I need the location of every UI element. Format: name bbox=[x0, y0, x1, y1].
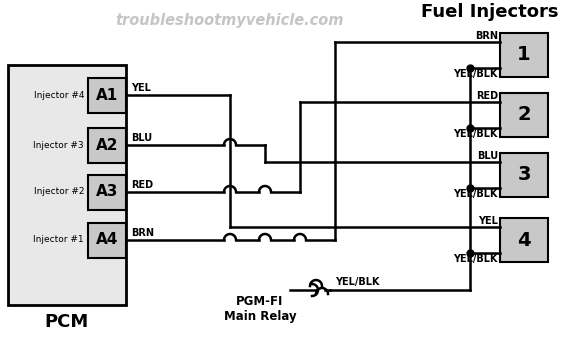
Bar bbox=[88, 223, 126, 258]
Bar bbox=[500, 153, 548, 197]
Text: BLU: BLU bbox=[477, 151, 498, 161]
Text: Injector #1: Injector #1 bbox=[34, 236, 84, 245]
Bar bbox=[500, 93, 548, 137]
Text: 2: 2 bbox=[517, 105, 531, 125]
Text: 3: 3 bbox=[517, 166, 531, 184]
Text: YEL: YEL bbox=[478, 216, 498, 226]
Text: Fuel Injectors: Fuel Injectors bbox=[421, 3, 559, 21]
Text: RED: RED bbox=[476, 91, 498, 101]
Text: Injector #2: Injector #2 bbox=[34, 188, 84, 196]
Bar bbox=[88, 127, 126, 162]
Text: 1: 1 bbox=[517, 46, 531, 64]
Text: Injector #4: Injector #4 bbox=[34, 91, 84, 99]
Text: 4: 4 bbox=[517, 231, 531, 250]
Text: YEL/BLK: YEL/BLK bbox=[454, 129, 498, 139]
Text: troubleshootmyvehicle.com: troubleshootmyvehicle.com bbox=[116, 13, 345, 28]
Text: A2: A2 bbox=[96, 138, 118, 153]
Bar bbox=[88, 77, 126, 112]
Text: A1: A1 bbox=[96, 88, 118, 103]
Text: YEL/BLK: YEL/BLK bbox=[335, 277, 379, 287]
Bar bbox=[88, 175, 126, 210]
Text: BLU: BLU bbox=[131, 133, 152, 143]
Bar bbox=[500, 218, 548, 262]
Text: PCM: PCM bbox=[45, 313, 89, 331]
Text: YEL/BLK: YEL/BLK bbox=[454, 254, 498, 264]
Text: YEL/BLK: YEL/BLK bbox=[454, 69, 498, 79]
Text: BRN: BRN bbox=[475, 31, 498, 41]
Text: BRN: BRN bbox=[131, 228, 154, 238]
Text: RED: RED bbox=[131, 180, 153, 190]
Bar bbox=[500, 33, 548, 77]
Text: A4: A4 bbox=[96, 232, 118, 247]
Text: Injector #3: Injector #3 bbox=[34, 140, 84, 149]
Text: YEL/BLK: YEL/BLK bbox=[454, 189, 498, 199]
Text: PGM-FI
Main Relay: PGM-FI Main Relay bbox=[224, 295, 296, 323]
Text: A3: A3 bbox=[96, 184, 118, 200]
Text: YEL: YEL bbox=[131, 83, 151, 93]
Bar bbox=[8, 65, 126, 305]
